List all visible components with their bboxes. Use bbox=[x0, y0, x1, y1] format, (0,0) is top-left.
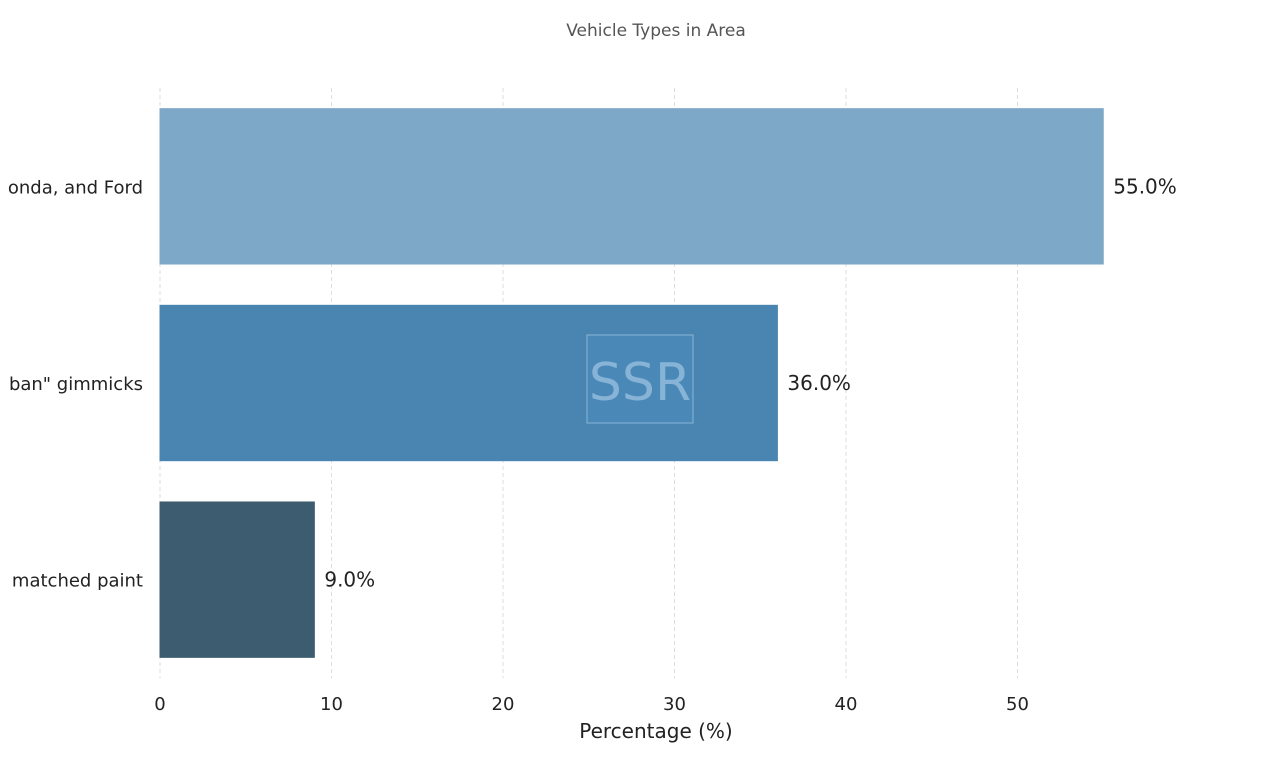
watermark: SSR bbox=[586, 334, 694, 424]
x-tick-label: 20 bbox=[492, 694, 515, 715]
x-tick-label: 10 bbox=[320, 694, 343, 715]
x-tick-label: 40 bbox=[835, 694, 858, 715]
bar bbox=[159, 108, 1104, 265]
watermark-box bbox=[586, 334, 694, 424]
value-label: 36.0% bbox=[787, 371, 851, 395]
x-tick-label: 0 bbox=[154, 694, 165, 715]
x-axis-ticks: 0 10 20 30 40 50 bbox=[154, 694, 1029, 715]
bar bbox=[159, 501, 315, 658]
x-tick-label: 30 bbox=[663, 694, 686, 715]
chart-title: Vehicle Types in Area bbox=[566, 21, 746, 41]
x-tick-label: 50 bbox=[1006, 694, 1029, 715]
x-axis-label: Percentage (%) bbox=[579, 719, 732, 743]
watermark-text: SSR bbox=[589, 353, 691, 413]
category-label: matched paint bbox=[12, 571, 143, 592]
value-label: 55.0% bbox=[1113, 174, 1177, 198]
category-label: onda, and Ford bbox=[8, 177, 143, 198]
category-label: ban" gimmicks bbox=[9, 374, 143, 395]
labels: onda, and Ford 55.0% ban" gimmicks 36.0% mat… bbox=[8, 174, 1177, 591]
value-label: 9.0% bbox=[324, 568, 375, 592]
